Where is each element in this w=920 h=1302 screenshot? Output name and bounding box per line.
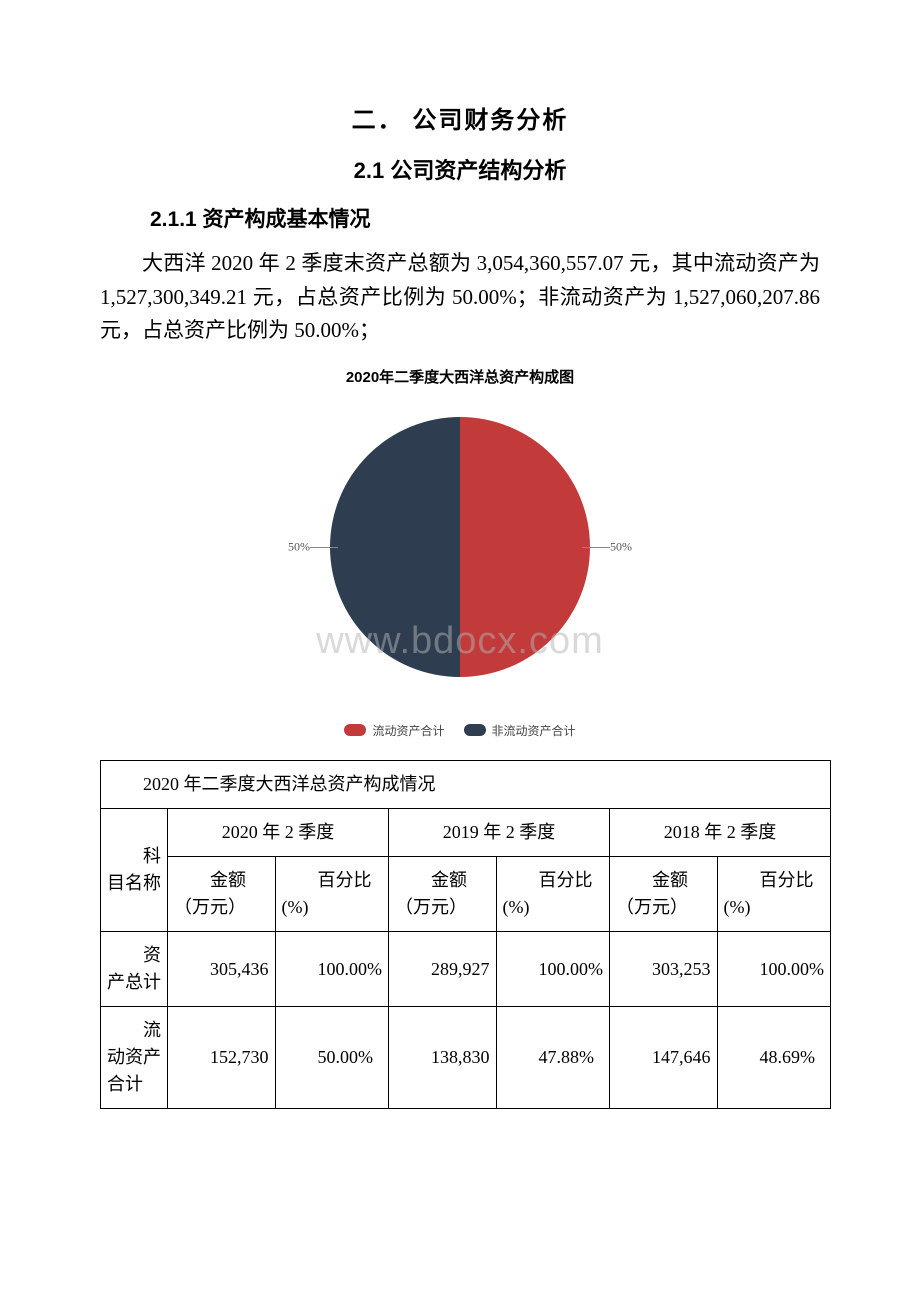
body-paragraph: 大西洋 2020 年 2 季度末资产总额为 3,054,360,557.07 元… bbox=[100, 247, 820, 348]
table-row: 流动资产合计 152,730 50.00% 138,830 47.88% 147… bbox=[101, 1007, 831, 1109]
row0-p3: 100.00% bbox=[717, 932, 831, 1007]
pie-slice-container bbox=[330, 417, 590, 677]
col-header-period-0: 2020 年 2 季度 bbox=[168, 809, 389, 857]
row1-p2: 47.88% bbox=[496, 1007, 610, 1109]
asset-composition-table: 2020 年二季度大西洋总资产构成情况 科目名称 2020 年 2 季度 201… bbox=[100, 760, 831, 1109]
subhead-pct-0: 百分比(%) bbox=[275, 857, 389, 932]
row1-p1: 50.00% bbox=[275, 1007, 389, 1109]
legend-swatch-0 bbox=[344, 724, 366, 736]
pie-label-left: 50% bbox=[288, 539, 310, 554]
row0-p2: 100.00% bbox=[496, 932, 610, 1007]
col-header-name: 科目名称 bbox=[101, 809, 168, 932]
table-title-cell: 2020 年二季度大西洋总资产构成情况 bbox=[101, 761, 831, 809]
table-title-row: 2020 年二季度大西洋总资产构成情况 bbox=[101, 761, 831, 809]
pie-leader-line-left bbox=[310, 547, 338, 548]
table-row: 资产总计 305,436 100.00% 289,927 100.00% 303… bbox=[101, 932, 831, 1007]
row0-p1: 100.00% bbox=[275, 932, 389, 1007]
pie-chart-title: 2020年二季度大西洋总资产构成图 bbox=[100, 366, 820, 387]
subhead-amount-2: 金额（万元） bbox=[610, 857, 718, 932]
row1-p3: 48.69% bbox=[717, 1007, 831, 1109]
row0-v3: 303,253 bbox=[610, 932, 718, 1007]
row1-v3: 147,646 bbox=[610, 1007, 718, 1109]
legend-label-1: 非流动资产合计 bbox=[492, 722, 576, 739]
pie-chart: 50% 50% bbox=[330, 417, 590, 677]
section-heading-1: 二． 公司财务分析 bbox=[100, 100, 820, 135]
table-header-row-1: 科目名称 2020 年 2 季度 2019 年 2 季度 2018 年 2 季度 bbox=[101, 809, 831, 857]
section-heading-3: 2.1.1 资产构成基本情况 bbox=[150, 203, 820, 233]
legend-item-0: 流动资产合计 bbox=[344, 722, 444, 739]
row1-v1: 152,730 bbox=[168, 1007, 276, 1109]
row1-name: 流动资产合计 bbox=[101, 1007, 168, 1109]
table-header-row-2: 金额（万元） 百分比(%) 金额（万元） 百分比(%) 金额（万元） 百分比(%… bbox=[101, 857, 831, 932]
legend-item-1: 非流动资产合计 bbox=[464, 722, 576, 739]
subhead-amount-1: 金额（万元） bbox=[389, 857, 497, 932]
col-header-period-2: 2018 年 2 季度 bbox=[610, 809, 831, 857]
pie-leader-line-right bbox=[582, 547, 610, 548]
subhead-amount-0: 金额（万元） bbox=[168, 857, 276, 932]
legend-label-0: 流动资产合计 bbox=[372, 722, 444, 739]
row1-v2: 138,830 bbox=[389, 1007, 497, 1109]
legend-swatch-1 bbox=[464, 724, 486, 736]
chart-legend: 流动资产合计 非流动资产合计 bbox=[100, 722, 820, 741]
row0-name: 资产总计 bbox=[101, 932, 168, 1007]
pie-label-right: 50% bbox=[610, 539, 632, 554]
section-heading-2: 2.1 公司资产结构分析 bbox=[100, 153, 820, 185]
col-header-period-1: 2019 年 2 季度 bbox=[389, 809, 610, 857]
subhead-pct-1: 百分比(%) bbox=[496, 857, 610, 932]
row0-v2: 289,927 bbox=[389, 932, 497, 1007]
row0-v1: 305,436 bbox=[168, 932, 276, 1007]
subhead-pct-2: 百分比(%) bbox=[717, 857, 831, 932]
